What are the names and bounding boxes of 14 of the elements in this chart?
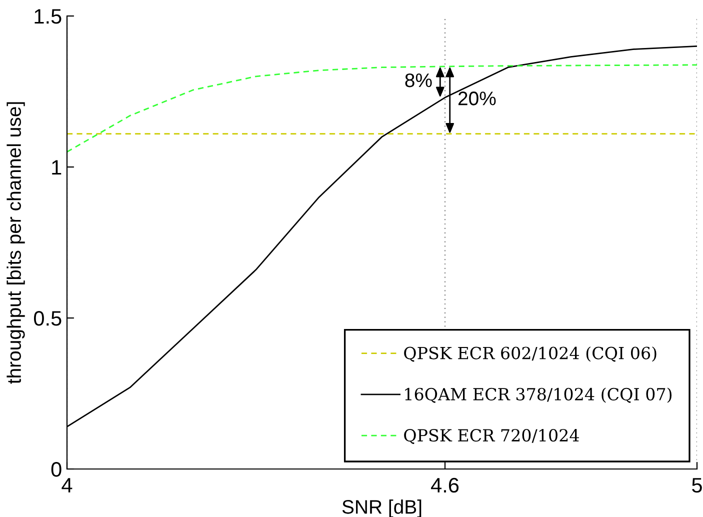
- legend-label: QPSK ECR 720/1024: [404, 428, 579, 444]
- y-axis-title: throughput [bits per channel use]: [6, 102, 25, 384]
- y-tick-label: 1.5: [34, 9, 62, 24]
- annotation: 8%: [405, 73, 432, 88]
- x-tick-label: 4.6: [431, 478, 459, 493]
- x-tick-label: 5: [692, 478, 702, 493]
- y-tick-label: 0.5: [34, 311, 62, 326]
- line-series: [67, 64, 697, 153]
- annotation: 20%: [458, 92, 496, 106]
- legend-label: QPSK ECR 602/1024 (CQI 06): [404, 346, 656, 362]
- legend-label: 16QAM ECR 378/1024 (CQI 07): [405, 388, 672, 403]
- y-tick-label: 1: [52, 160, 62, 175]
- y-tick-label: 0: [51, 462, 62, 477]
- x-tick-label: 4: [62, 478, 72, 492]
